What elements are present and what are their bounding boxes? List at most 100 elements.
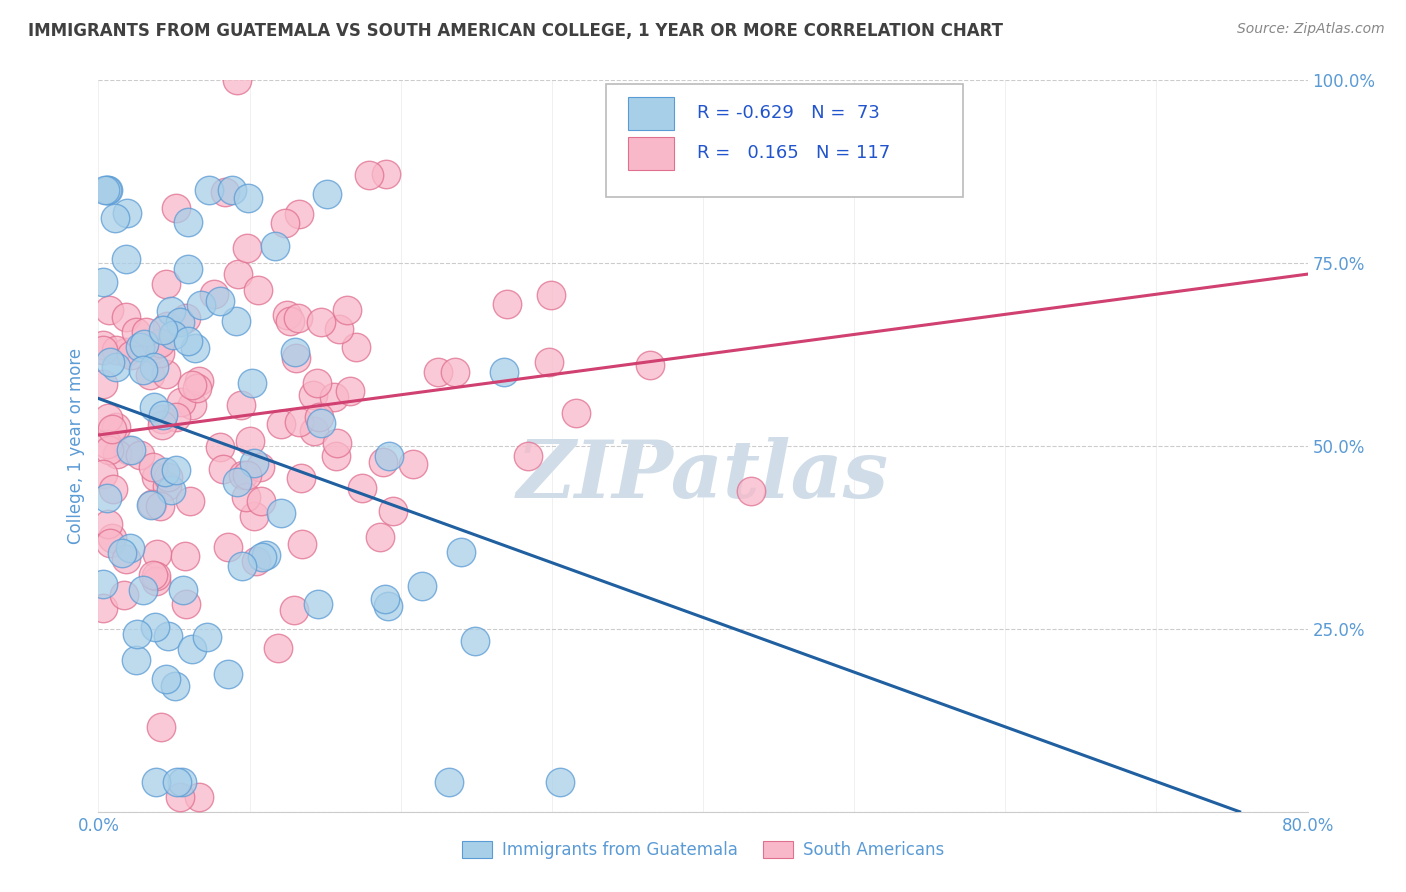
Point [540, 287, 562, 301]
Point [231, 398, 253, 412]
Point [177, 334, 200, 348]
Point [160, 483, 183, 498]
Point [368, 530, 391, 544]
Point [267, 640, 290, 655]
Point [117, 206, 139, 220]
Point [98, 354, 121, 368]
Point [98, 536, 121, 550]
Point [217, 540, 239, 554]
Point [214, 185, 236, 199]
Point [181, 377, 204, 392]
Point [145, 470, 167, 484]
Point [307, 597, 329, 611]
Point [187, 374, 209, 388]
Point [105, 447, 128, 461]
Point [309, 315, 332, 329]
Point [276, 308, 298, 322]
Point [96, 183, 118, 197]
Point [344, 340, 367, 354]
Point [232, 468, 254, 483]
Point [174, 549, 197, 563]
Point [336, 302, 359, 317]
Point [208, 440, 231, 454]
Point [517, 449, 540, 463]
Point [96, 437, 118, 451]
Point [142, 400, 165, 414]
Text: R = -0.629   N =  73: R = -0.629 N = 73 [697, 104, 880, 122]
Point [120, 541, 142, 556]
Point [139, 368, 162, 383]
Point [141, 497, 163, 511]
Point [236, 191, 259, 205]
Point [283, 603, 305, 617]
FancyBboxPatch shape [606, 84, 963, 197]
Point [105, 343, 128, 358]
Text: IMMIGRANTS FROM GUATEMALA VS SOUTH AMERICAN COLLEGE, 1 YEAR OR MORE CORRELATION : IMMIGRANTS FROM GUATEMALA VS SOUTH AMERI… [28, 22, 1002, 40]
Text: R =   0.165   N = 117: R = 0.165 N = 117 [697, 145, 890, 162]
Point [128, 340, 150, 354]
Text: Source: ZipAtlas.com: Source: ZipAtlas.com [1237, 22, 1385, 37]
Point [308, 410, 330, 425]
Point [270, 417, 292, 432]
Point [377, 599, 399, 614]
Point [287, 415, 309, 429]
Point [264, 239, 287, 253]
Point [239, 434, 262, 448]
Point [149, 500, 172, 514]
Point [91, 577, 114, 591]
Legend: Immigrants from Guatemala, South Americans: Immigrants from Guatemala, South America… [456, 834, 950, 865]
Y-axis label: College, 1 year or more: College, 1 year or more [66, 348, 84, 544]
Point [236, 468, 259, 483]
Point [101, 422, 124, 436]
Point [564, 407, 586, 421]
Point [352, 481, 374, 495]
Point [339, 384, 361, 398]
Point [155, 277, 177, 291]
Point [155, 672, 177, 686]
Point [247, 283, 270, 297]
Point [91, 337, 114, 351]
Point [100, 532, 122, 546]
Point [139, 498, 162, 512]
Point [638, 358, 661, 372]
Point [217, 666, 239, 681]
Text: ZIPatlas: ZIPatlas [517, 436, 889, 514]
Point [274, 216, 297, 230]
Point [149, 346, 172, 360]
Point [132, 362, 155, 376]
Point [235, 490, 257, 504]
Point [236, 241, 259, 255]
Point [177, 215, 200, 229]
Point [152, 323, 174, 337]
Point [381, 504, 404, 518]
Point [209, 293, 232, 308]
Point [270, 506, 292, 520]
Point [328, 322, 350, 336]
Point [104, 420, 127, 434]
Point [326, 435, 349, 450]
Point [98, 443, 121, 458]
Point [143, 359, 166, 374]
Point [149, 720, 172, 734]
Point [155, 367, 177, 381]
Point [104, 211, 127, 226]
Point [254, 548, 277, 562]
Point [91, 376, 114, 391]
Point [165, 202, 187, 216]
Point [132, 583, 155, 598]
Point [152, 408, 174, 422]
Point [315, 186, 337, 201]
Point [548, 775, 571, 789]
Point [101, 482, 124, 496]
Point [97, 517, 120, 532]
Point [231, 558, 253, 573]
Point [165, 463, 187, 477]
Point [181, 398, 204, 412]
Point [426, 366, 449, 380]
Point [97, 411, 120, 425]
Point [128, 448, 150, 462]
Point [305, 376, 328, 391]
Point [145, 548, 167, 562]
Point [179, 494, 201, 508]
FancyBboxPatch shape [628, 96, 673, 129]
